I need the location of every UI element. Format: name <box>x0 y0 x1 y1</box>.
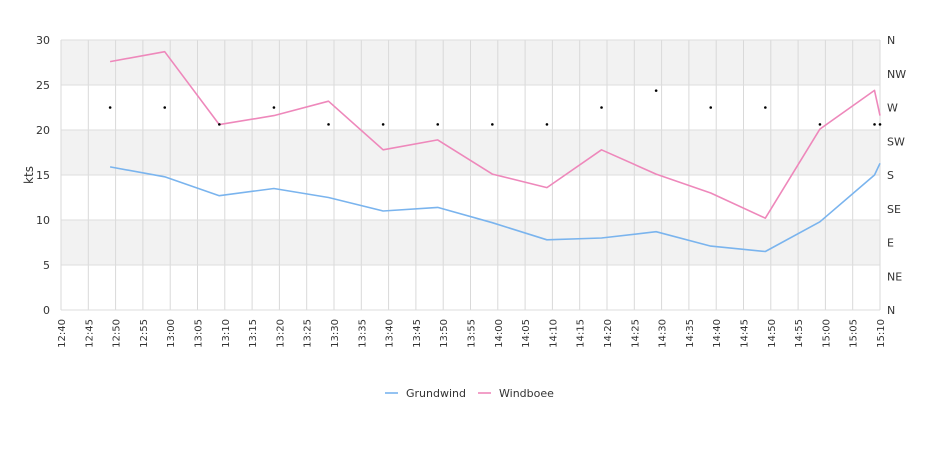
y2-tick-label: NE <box>887 270 902 283</box>
y-tick-label: 25 <box>36 79 50 92</box>
x-tick-label: 14:20 <box>603 319 614 348</box>
x-tick-label: 14:05 <box>521 319 532 348</box>
direction-point <box>218 123 221 126</box>
x-tick-label: 13:30 <box>330 319 341 348</box>
x-tick-label: 14:30 <box>658 319 669 348</box>
direction-point <box>436 123 440 126</box>
y-axis-label: kts <box>22 166 36 184</box>
y-tick-label: 20 <box>36 124 50 137</box>
x-tick-label: 15:00 <box>821 319 832 348</box>
direction-point <box>600 106 603 109</box>
x-tick-label: 12:45 <box>84 319 95 348</box>
x-tick-label: 14:55 <box>794 319 805 348</box>
direction-points <box>108 89 882 126</box>
x-tick-label: 13:20 <box>275 319 286 348</box>
x-tick-label: 15:10 <box>876 319 887 348</box>
x-tick-label: 14:40 <box>712 319 723 348</box>
y2-tick-label: E <box>887 237 894 250</box>
x-tick-label: 15:05 <box>849 319 860 348</box>
direction-point <box>818 123 822 126</box>
x-tick-label: 13:25 <box>303 319 314 348</box>
direction-point <box>764 106 767 109</box>
x-tick-label: 14:45 <box>740 319 751 348</box>
legend-label-grundwind: Grundwind <box>406 387 466 400</box>
y-tick-label: 15 <box>36 169 50 182</box>
y-tick-label: 10 <box>36 214 50 227</box>
y2-tick-label: SE <box>887 203 901 216</box>
legend-label-windboee: Windboee <box>499 387 554 400</box>
x-tick-label: 14:15 <box>576 319 587 348</box>
y-tick-label: 0 <box>43 304 50 317</box>
series-line-grundwind <box>109 162 881 253</box>
direction-point <box>272 106 276 109</box>
horizontal-gridlines <box>61 39 880 311</box>
direction-point <box>654 89 658 92</box>
x-tick-label: 14:10 <box>548 319 559 348</box>
x-tick-label: 12:50 <box>112 319 123 348</box>
direction-point <box>491 123 494 126</box>
y-axis-ticks: 0 5 10 15 20 25 30 <box>36 34 50 317</box>
x-tick-label: 14:00 <box>494 319 505 348</box>
x-tick-label: 13:55 <box>467 319 478 348</box>
direction-point <box>327 123 330 126</box>
x-tick-label: 14:50 <box>767 319 778 348</box>
y-tick-label: 5 <box>43 259 50 272</box>
legend: Grundwind Windboee <box>385 387 554 400</box>
y2-tick-label: N <box>887 34 895 47</box>
x-tick-label: 14:35 <box>685 319 696 348</box>
direction-point <box>163 106 167 109</box>
x-tick-label: 13:50 <box>439 319 450 348</box>
series-lines <box>109 50 881 253</box>
direction-point <box>709 106 713 109</box>
x-tick-label: 12:40 <box>57 319 68 348</box>
x-tick-label: 13:05 <box>194 319 205 348</box>
x-tick-label: 13:00 <box>166 319 177 348</box>
y2-axis-ticks: N NE E SE S SW W NW N <box>887 34 906 317</box>
direction-point <box>878 123 882 126</box>
direction-point <box>545 123 549 126</box>
x-tick-label: 13:10 <box>221 319 232 348</box>
x-tick-label: 14:25 <box>630 319 641 348</box>
direction-point <box>873 123 876 126</box>
direction-point <box>381 123 385 126</box>
x-tick-label: 12:55 <box>139 319 150 348</box>
x-tick-label: 13:40 <box>385 319 396 348</box>
y2-tick-label: W <box>887 102 898 115</box>
x-tick-label: 13:15 <box>248 319 259 348</box>
y2-tick-label: NW <box>887 68 906 81</box>
direction-point <box>108 106 112 109</box>
y2-tick-label: N <box>887 304 895 317</box>
y2-tick-label: S <box>887 169 894 182</box>
y-tick-label: 30 <box>36 34 50 47</box>
y2-tick-label: SW <box>887 135 905 148</box>
x-tick-label: 13:45 <box>412 319 423 348</box>
series-line-windboee <box>109 50 881 219</box>
x-tick-label: 13:35 <box>357 319 368 348</box>
x-axis-ticks: 12:40 12:45 12:50 12:55 13:00 13:05 13:10 13:15… <box>57 319 887 348</box>
